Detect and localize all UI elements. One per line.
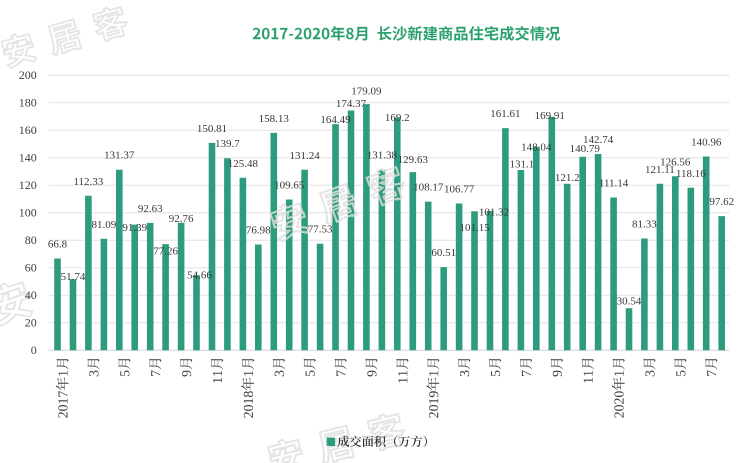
svg-text:129.63: 129.63 (398, 154, 429, 166)
svg-text:80: 80 (25, 233, 37, 247)
svg-text:118.16: 118.16 (676, 168, 706, 180)
svg-text:97.62: 97.62 (709, 196, 734, 208)
svg-text:66.8: 66.8 (48, 239, 68, 251)
svg-text:121.2: 121.2 (555, 172, 580, 184)
svg-text:125.48: 125.48 (228, 158, 259, 170)
svg-text:169.91: 169.91 (535, 110, 565, 122)
svg-text:140: 140 (19, 150, 37, 164)
svg-text:20: 20 (25, 315, 37, 329)
svg-text:131.1: 131.1 (510, 159, 535, 171)
svg-text:101.15: 101.15 (459, 222, 490, 234)
svg-text:92.76: 92.76 (169, 213, 194, 225)
svg-text:81.33: 81.33 (632, 219, 657, 231)
svg-text:54.66: 54.66 (187, 269, 212, 281)
svg-text:161.61: 161.61 (490, 108, 520, 120)
svg-text:142.74: 142.74 (583, 134, 614, 146)
svg-text:131.38: 131.38 (367, 150, 398, 162)
svg-text:30.54: 30.54 (617, 295, 642, 307)
svg-text:158.13: 158.13 (259, 113, 290, 125)
svg-text:109.65: 109.65 (274, 180, 305, 192)
svg-text:51.74: 51.74 (61, 271, 86, 283)
svg-text:179.09: 179.09 (351, 85, 382, 97)
svg-text:40: 40 (25, 288, 37, 302)
svg-text:91.39: 91.39 (122, 222, 147, 234)
svg-text:111.14: 111.14 (599, 178, 629, 190)
svg-text:126.56: 126.56 (660, 156, 691, 168)
svg-text:174.37: 174.37 (336, 98, 367, 110)
svg-text:60: 60 (25, 260, 37, 274)
svg-text:164.49: 164.49 (320, 114, 351, 126)
svg-text:76.98: 76.98 (246, 225, 271, 237)
svg-text:200: 200 (19, 68, 37, 82)
svg-text:77.26: 77.26 (153, 245, 178, 257)
svg-text:100: 100 (19, 205, 37, 219)
svg-text:131.37: 131.37 (104, 150, 135, 162)
svg-text:148.04: 148.04 (521, 142, 552, 154)
svg-text:81.09: 81.09 (92, 219, 117, 231)
svg-text:101.32: 101.32 (479, 207, 509, 219)
svg-text:140.96: 140.96 (691, 137, 722, 149)
svg-text:112.33: 112.33 (73, 176, 103, 188)
svg-text:180: 180 (19, 95, 37, 109)
svg-text:150.81: 150.81 (197, 123, 227, 135)
svg-text:160: 160 (19, 123, 37, 137)
svg-text:169.2: 169.2 (385, 112, 410, 124)
svg-text:140.79: 140.79 (570, 143, 601, 155)
svg-text:0: 0 (31, 343, 37, 357)
svg-text:139.7: 139.7 (215, 138, 240, 150)
svg-text:60.51: 60.51 (431, 247, 456, 259)
svg-text:92.63: 92.63 (138, 203, 163, 215)
svg-text:131.24: 131.24 (289, 150, 320, 162)
svg-text:106.77: 106.77 (444, 184, 475, 196)
svg-text:120: 120 (19, 178, 37, 192)
svg-text:108.17: 108.17 (413, 182, 444, 194)
svg-text:121.11: 121.11 (645, 164, 675, 176)
svg-text:77.53: 77.53 (308, 224, 333, 236)
